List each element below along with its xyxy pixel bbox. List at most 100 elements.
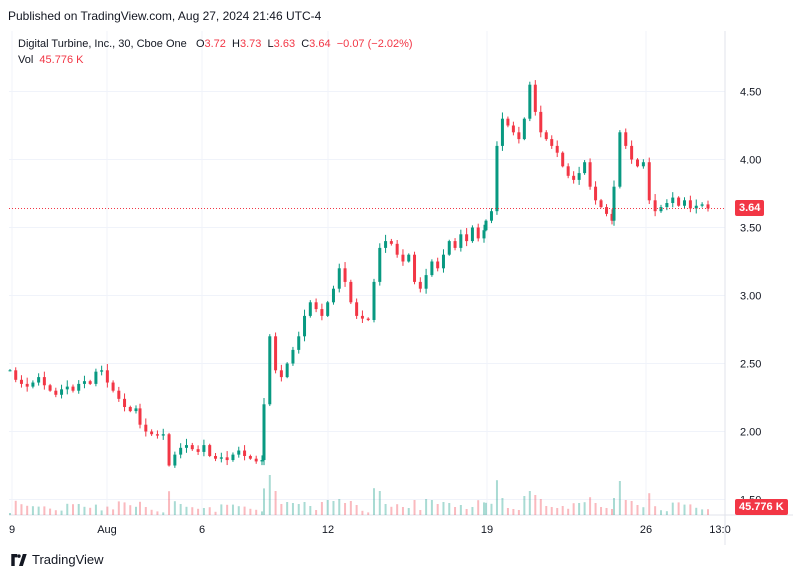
candle-body (262, 404, 266, 461)
candle-body (19, 379, 23, 384)
candle (401, 249, 405, 266)
volume-bar (683, 504, 686, 515)
volume-bar (72, 504, 74, 515)
candle (566, 163, 570, 179)
price-tick-label: 4.00 (740, 155, 761, 167)
volume-bar (135, 506, 137, 515)
candle-body (71, 386, 75, 391)
candle-body (173, 454, 177, 466)
volume-bar (642, 507, 645, 515)
candle (366, 317, 370, 322)
footer-brand: TradingView (32, 552, 104, 567)
volume-bar (320, 502, 323, 515)
candle-body (331, 288, 335, 303)
volume-bar (83, 506, 86, 515)
volume-bar (191, 507, 194, 515)
volume-bar (315, 510, 318, 515)
candle (389, 238, 393, 246)
candle-body (225, 457, 229, 461)
volume-bar (556, 508, 559, 515)
volume-bar (185, 506, 188, 515)
candle-body (401, 254, 405, 262)
candle (8, 368, 12, 372)
volume-bar (517, 510, 520, 515)
candle-body (31, 382, 35, 387)
volume-bar (14, 500, 17, 515)
candle (599, 198, 603, 209)
candle (706, 200, 710, 212)
legend-high-label: H (232, 38, 240, 50)
candle (360, 310, 364, 323)
price-tick-label: 3.00 (740, 291, 761, 303)
volume-bar (665, 511, 668, 515)
legend-change: −0.07 (−2.02%) (336, 38, 413, 50)
candle (60, 384, 64, 399)
candle (453, 238, 457, 251)
volume-bar (630, 501, 633, 515)
candle-body (624, 132, 628, 146)
candle (618, 130, 622, 189)
legend-low-label: L (267, 38, 274, 50)
volume-bar (367, 512, 370, 515)
candle-body (544, 132, 548, 140)
volume-bar (442, 502, 445, 515)
candle (48, 383, 52, 392)
volume-bar (600, 507, 603, 515)
candle-body (430, 261, 434, 276)
candle (624, 128, 628, 149)
candle-body (522, 118, 526, 140)
candle-body (441, 254, 445, 269)
candle-body (42, 377, 46, 386)
volume-bar (707, 509, 709, 515)
volume-bar (112, 509, 115, 515)
candle-body (326, 302, 330, 316)
candle (395, 240, 399, 258)
candle-body (117, 390, 121, 399)
volume-bar (401, 507, 404, 515)
candle-body (111, 382, 115, 391)
candle-body (100, 370, 104, 372)
volume-bar (214, 511, 217, 515)
candle-body (671, 197, 675, 204)
volume-bar (20, 504, 23, 515)
candle-body (588, 162, 592, 187)
candle (208, 443, 212, 458)
candle-body (533, 84, 537, 112)
candle (337, 263, 341, 293)
candle (550, 135, 554, 149)
candle (588, 158, 592, 190)
candle (117, 386, 121, 402)
candle-body (366, 318, 370, 320)
volume-bar (139, 501, 141, 515)
candle (572, 171, 576, 184)
legend-high-value: 3.73 (240, 38, 262, 50)
candle (372, 278, 376, 323)
candle-body (413, 254, 417, 282)
candle (190, 442, 194, 451)
volume-bar (66, 503, 69, 515)
candle (65, 380, 69, 395)
candle (88, 379, 92, 385)
volume-bar (54, 510, 57, 515)
candle (144, 418, 148, 437)
candle (54, 387, 58, 398)
candle-body (706, 204, 710, 209)
time-tick-label: 12 (322, 524, 334, 536)
candle-body (37, 377, 41, 383)
candle (500, 112, 504, 151)
candle (14, 367, 18, 383)
candle (482, 224, 486, 243)
volume-bar (528, 491, 531, 515)
candle-body (48, 385, 52, 391)
footer: TradingView (10, 552, 104, 567)
candle (539, 105, 543, 138)
volume-bar (689, 504, 692, 515)
candle-body (314, 302, 318, 310)
candle-body (190, 445, 194, 450)
volume-bar (291, 503, 294, 515)
candle-body (612, 186, 616, 221)
candle-body (231, 454, 235, 461)
candle (19, 375, 23, 388)
volume-bar (231, 504, 234, 515)
